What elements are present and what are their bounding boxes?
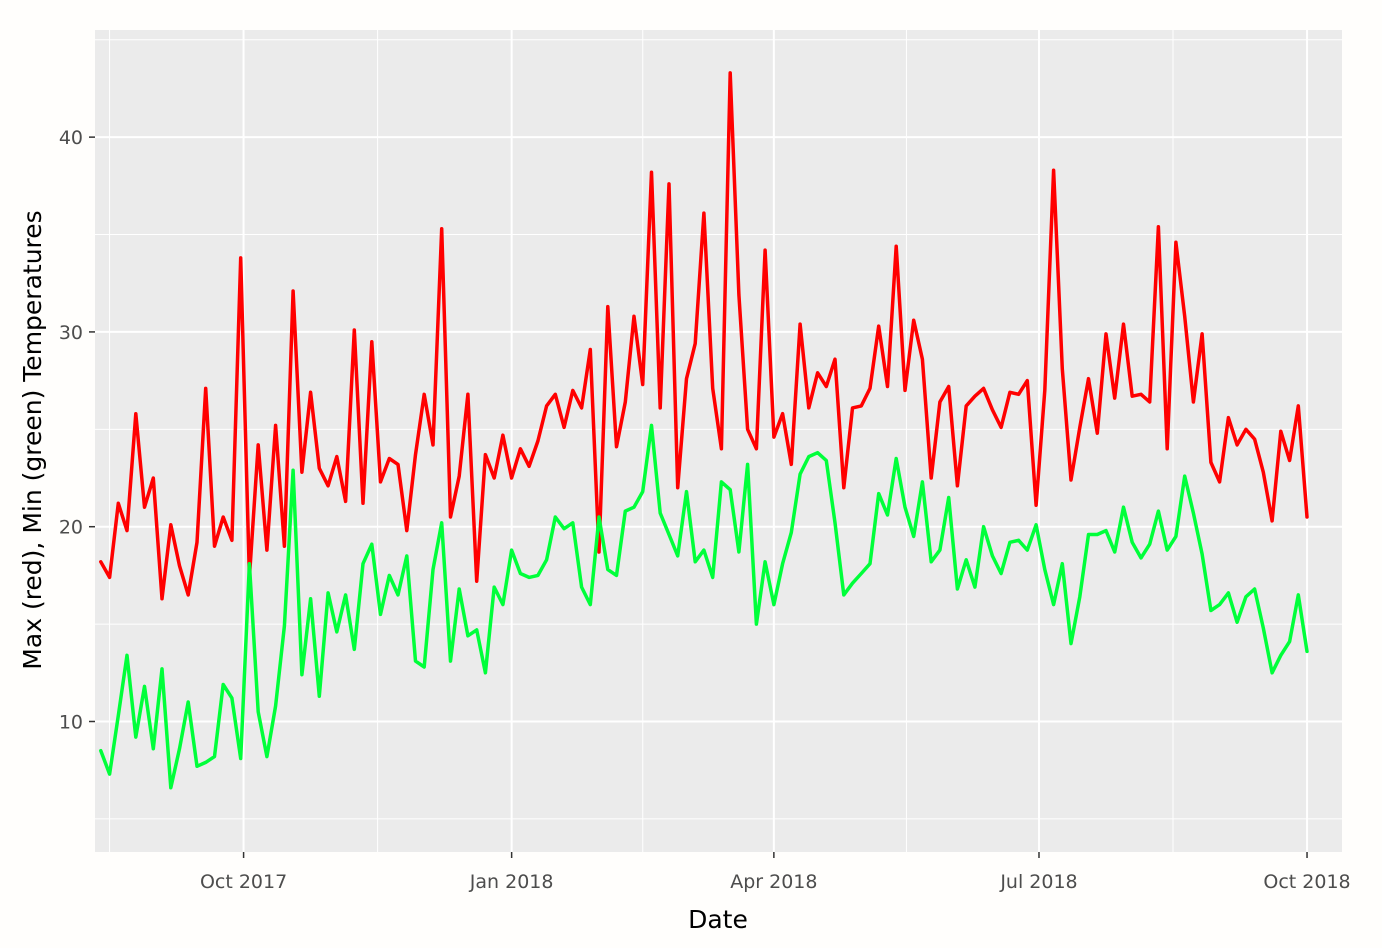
series-layer bbox=[99, 71, 1309, 790]
y-tick-label-40: 40 bbox=[59, 127, 83, 149]
x-tick-label-0: Oct 2017 bbox=[200, 871, 287, 893]
x-tick-label-2: Apr 2018 bbox=[730, 871, 817, 893]
y-tick-label-30: 30 bbox=[59, 322, 83, 344]
plot-panel bbox=[95, 30, 1342, 852]
y-tick-label-10: 10 bbox=[59, 711, 83, 733]
series-line-min bbox=[99, 423, 1309, 790]
y-axis-title: Max (red), Min (green) Temperatures bbox=[18, 210, 47, 669]
y-tick-label-20: 20 bbox=[59, 517, 83, 539]
x-axis-title: Date bbox=[688, 905, 748, 934]
x-tick-label-1: Jan 2018 bbox=[469, 871, 554, 893]
x-tick-label-3: Jul 2018 bbox=[999, 871, 1077, 893]
major-grid bbox=[95, 30, 1342, 852]
x-axis: Oct 2017 Jan 2018 Apr 2018 Jul 2018 Oct 2018 bbox=[200, 852, 1351, 893]
y-axis: 10 20 30 40 bbox=[59, 127, 95, 733]
x-tick-label-4: Oct 2018 bbox=[1263, 871, 1350, 893]
series-line-max bbox=[99, 71, 1309, 601]
